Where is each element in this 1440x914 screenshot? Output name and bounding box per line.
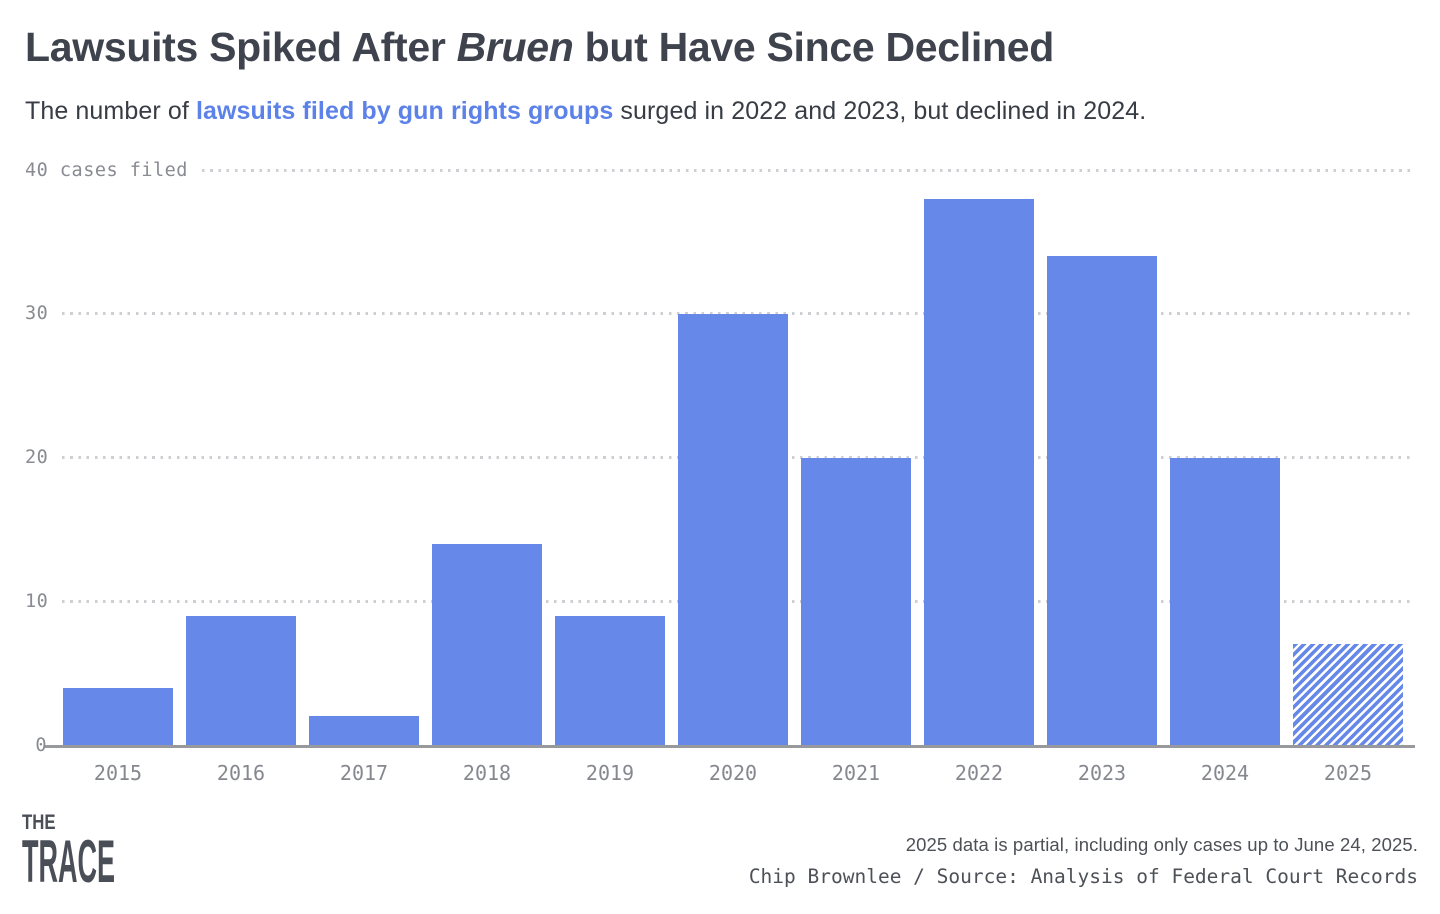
chart-subtitle-highlight: lawsuits filed by gun rights groups	[195, 97, 614, 125]
x-tick-label-2021: 2021	[831, 761, 881, 785]
bar-2020	[678, 313, 788, 745]
x-tick-label-2019: 2019	[585, 761, 635, 785]
bar-2021	[801, 457, 911, 745]
x-tick-label-2018: 2018	[462, 761, 512, 785]
x-tick-label-2020: 2020	[708, 761, 758, 785]
gridline-row-0: 0	[25, 733, 1415, 757]
the-trace-logo: THE TRACE	[22, 811, 229, 895]
bar-2016	[186, 615, 296, 745]
x-tick-label-2023: 2023	[1077, 761, 1127, 785]
source-credit-line: Chip Brownlee / Source: Analysis of Fede…	[748, 865, 1418, 888]
chart-subtitle-post: surged in 2022 and 2023, but declined in…	[613, 97, 1147, 125]
bar-2024	[1170, 457, 1280, 745]
x-tick-label-2024: 2024	[1200, 761, 1250, 785]
chart-title-post: but Have Since Declined	[573, 24, 1055, 70]
x-tick-label-2016: 2016	[216, 761, 266, 785]
bar-2025	[1293, 644, 1403, 745]
chart-title-pre: Lawsuits Spiked After	[25, 24, 457, 70]
chart-title-case-name: Bruen	[456, 24, 574, 70]
partial-data-note: 2025 data is partial, including only cas…	[905, 834, 1418, 855]
x-tick-label-2017: 2017	[339, 761, 389, 785]
gridline-row-40: 40 cases filed	[25, 158, 1415, 182]
bar-2017	[309, 716, 419, 745]
bar-2023	[1047, 256, 1157, 745]
bar-2019	[555, 615, 665, 745]
y-tick-label-30: 30	[25, 303, 49, 325]
bar-chart: 40 cases filed 30 20 10 0 2015 2016 2017 2018 201…	[0, 160, 1440, 800]
logo-line-trace: TRACE	[22, 828, 116, 895]
gridline-40	[201, 168, 1415, 172]
bar-2015	[63, 687, 173, 745]
y-tick-label-0: 0	[35, 734, 47, 756]
x-tick-label-2015: 2015	[93, 761, 143, 785]
logo-line-the: THE	[22, 811, 56, 834]
x-tick-label-2025: 2025	[1323, 761, 1373, 785]
chart-title: Lawsuits Spiked After Bruen but Have Sin…	[25, 24, 1054, 71]
footer-notes: 2025 data is partial, including only cas…	[749, 834, 1418, 888]
bar-2018	[432, 543, 542, 745]
chart-subtitle-pre: The number of	[25, 97, 196, 125]
y-tick-label-40: 40 cases filed	[25, 159, 188, 181]
chart-subtitle: The number of lawsuits filed by gun righ…	[25, 97, 1146, 126]
y-tick-label-10: 10	[25, 590, 49, 612]
x-tick-label-2022: 2022	[954, 761, 1004, 785]
y-tick-label-20: 20	[25, 447, 49, 468]
x-axis-line	[45, 745, 1415, 748]
bar-2022	[924, 198, 1034, 745]
